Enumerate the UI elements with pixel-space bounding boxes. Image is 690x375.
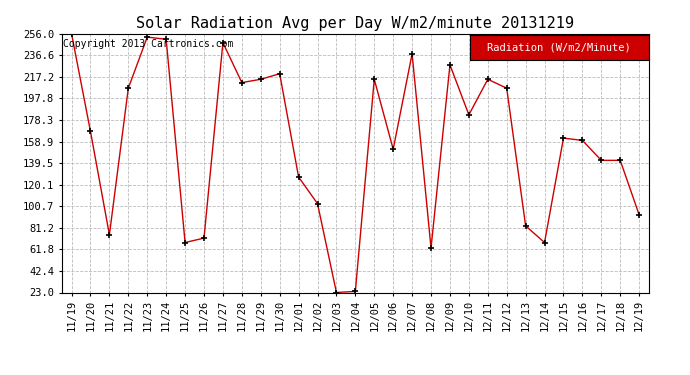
Text: Copyright 2013 Cartronics.com: Copyright 2013 Cartronics.com — [63, 39, 234, 49]
Title: Solar Radiation Avg per Day W/m2/minute 20131219: Solar Radiation Avg per Day W/m2/minute … — [137, 16, 574, 31]
